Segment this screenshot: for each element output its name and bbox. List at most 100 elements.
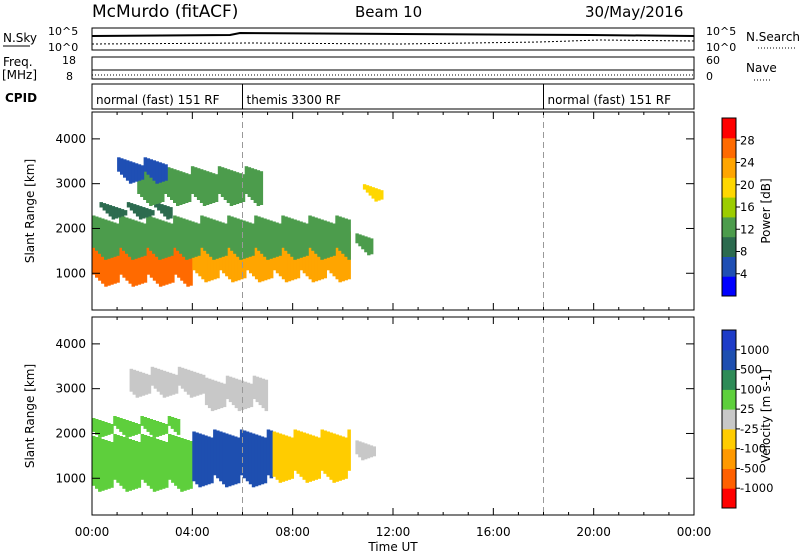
- data-cell: [214, 174, 219, 202]
- data-cell: [146, 436, 151, 486]
- data-cell: [259, 171, 264, 205]
- data-cell: [131, 162, 136, 183]
- data-cell: [111, 206, 116, 220]
- data-cell: [135, 205, 140, 217]
- data-cell: [229, 170, 234, 206]
- data-cell: [245, 431, 250, 482]
- data-cell: [161, 238, 166, 286]
- data-cell: [311, 216, 315, 251]
- data-cell: [347, 219, 351, 260]
- data-cell: [155, 236, 160, 284]
- velocity-heatmap: [92, 317, 544, 515]
- data-cell: [146, 233, 151, 275]
- data-cell: [245, 221, 249, 258]
- data-cell: [221, 222, 225, 257]
- data-cell: [116, 417, 120, 429]
- y-tick-label: 3000: [55, 382, 86, 396]
- data-cell: [278, 223, 282, 256]
- data-cell: [158, 162, 162, 183]
- data-cell: [170, 168, 174, 200]
- data-cell: [201, 434, 205, 487]
- data-cell: [365, 185, 370, 193]
- data-cell: [165, 239, 169, 285]
- colorbar-tick-label: 100: [740, 382, 762, 396]
- data-cell: [146, 418, 150, 432]
- data-cell: [149, 159, 153, 178]
- data-cell: [196, 168, 201, 200]
- data-cell: [143, 223, 147, 256]
- data-cell: [332, 223, 336, 256]
- data-cell: [107, 441, 111, 489]
- data-cell: [152, 420, 156, 438]
- data-cell: [155, 172, 159, 204]
- data-cell: [105, 204, 110, 214]
- data-cell: [326, 431, 330, 477]
- y-tick-label: 3000: [55, 177, 86, 191]
- power-ylabel: Slant Range [km]: [23, 159, 37, 263]
- data-cell: [296, 220, 300, 259]
- data-cell: [248, 222, 252, 257]
- data-cell: [204, 377, 209, 406]
- data-cell: [317, 437, 321, 479]
- colorbar-tick-label: 16: [740, 200, 755, 214]
- data-cell: [101, 218, 105, 257]
- data-cell: [149, 437, 154, 489]
- data-cell: [168, 372, 173, 396]
- data-cell: [242, 220, 246, 259]
- y-tick-label: 2000: [55, 426, 86, 440]
- data-cell: [160, 204, 164, 214]
- cpid-segment-label: themis 3300 RF: [247, 93, 341, 107]
- data-cell: [355, 440, 359, 455]
- data-cell: [369, 445, 374, 458]
- data-cell: [161, 423, 166, 435]
- data-cell: [201, 374, 206, 394]
- nsky-label: N.Sky: [3, 31, 37, 45]
- data-cell: [184, 173, 189, 203]
- data-cell: [149, 234, 154, 278]
- data-cell: [293, 429, 297, 471]
- data-cell: [215, 220, 219, 259]
- data-cell: [296, 430, 300, 474]
- data-cell: [362, 184, 367, 190]
- data-cell: [305, 223, 309, 256]
- x-axis-label: Time UT: [367, 540, 418, 554]
- data-cell: [95, 419, 99, 435]
- data-cell: [153, 367, 158, 389]
- data-cell: [253, 169, 258, 203]
- data-cell: [222, 432, 226, 485]
- data-cell: [202, 170, 207, 206]
- data-cell: [207, 229, 211, 282]
- data-cell: [113, 416, 117, 426]
- data-cell: [174, 436, 178, 486]
- data-cell: [177, 366, 182, 386]
- data-cell: [225, 433, 229, 488]
- data-cell: [149, 419, 153, 435]
- x-tick-label: 12:00: [376, 525, 411, 539]
- x-tick-label: 00:00: [677, 525, 712, 539]
- data-cell: [299, 221, 303, 258]
- data-cell: [163, 205, 167, 217]
- data-cell: [338, 228, 342, 283]
- data-cell: [131, 422, 135, 436]
- freq-tick-bottom: 8: [66, 70, 73, 83]
- data-cell: [269, 430, 274, 479]
- data-cell: [240, 380, 245, 411]
- data-cell: [98, 420, 102, 438]
- data-cell: [341, 229, 345, 282]
- data-cell: [165, 442, 169, 488]
- data-cell: [181, 172, 186, 204]
- colorbar-swatch: [722, 137, 736, 159]
- data-cell: [287, 217, 291, 254]
- data-cell: [266, 219, 270, 260]
- data-cell: [134, 423, 138, 435]
- data-cell: [116, 223, 120, 256]
- nave-tick-bottom: 0: [706, 70, 713, 83]
- data-cell: [203, 216, 207, 251]
- data-cell: [219, 382, 224, 409]
- data-cell: [171, 241, 175, 283]
- data-cell: [137, 424, 141, 434]
- data-cell: [122, 216, 126, 251]
- data-cell: [186, 369, 191, 395]
- data-cell: [366, 444, 371, 459]
- data-cell: [152, 235, 157, 281]
